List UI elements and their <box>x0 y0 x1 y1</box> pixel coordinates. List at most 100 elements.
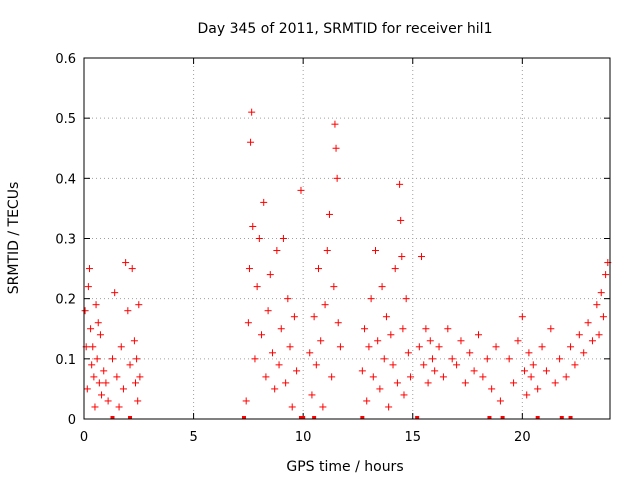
data-point <box>538 343 546 351</box>
data-point <box>325 210 333 218</box>
data-point <box>134 397 142 405</box>
data-point <box>336 343 344 351</box>
data-point <box>369 373 377 381</box>
data-point <box>95 379 103 387</box>
data-point <box>113 373 121 381</box>
data-point <box>244 319 252 327</box>
y-tick-label: 0.1 <box>55 353 76 368</box>
y-tick-label: 0.2 <box>55 293 76 308</box>
data-point <box>457 337 465 345</box>
data-point <box>334 319 342 327</box>
x-tick-label: 15 <box>404 430 421 445</box>
data-point <box>534 385 542 393</box>
data-point <box>510 379 518 387</box>
data-point <box>391 265 399 273</box>
data-point <box>382 313 390 321</box>
data-point <box>588 337 596 345</box>
data-point <box>475 331 482 339</box>
data-point <box>117 343 125 351</box>
data-point <box>399 325 407 333</box>
data-point <box>514 337 522 345</box>
data-point <box>397 216 405 224</box>
data-point <box>380 355 388 363</box>
data-point <box>90 373 98 381</box>
data-point <box>122 259 130 267</box>
data-point <box>290 313 298 321</box>
data-point <box>435 343 443 351</box>
data-point <box>83 385 91 393</box>
data-point <box>93 355 101 363</box>
data-point <box>264 307 272 315</box>
zero-marker <box>110 416 115 419</box>
data-point <box>488 385 496 393</box>
data-point <box>92 301 100 309</box>
data-point <box>547 325 555 333</box>
data-point <box>135 301 143 309</box>
data-point <box>310 313 318 321</box>
zero-marker <box>312 416 317 419</box>
data-point <box>271 385 279 393</box>
zero-marker <box>301 416 306 419</box>
zero-marker <box>298 416 303 419</box>
data-point <box>525 349 533 357</box>
data-point <box>312 361 320 369</box>
data-point <box>104 397 112 405</box>
data-point <box>439 373 447 381</box>
zero-marker <box>415 416 420 419</box>
plot-frame <box>83 57 611 420</box>
x-tick-label: 0 <box>80 430 88 445</box>
data-point <box>385 403 393 411</box>
x-tick-label: 5 <box>189 430 197 445</box>
data-point <box>279 235 287 242</box>
data-point <box>87 325 95 333</box>
data-point <box>496 397 504 405</box>
data-point <box>402 295 410 303</box>
data-point <box>111 289 119 297</box>
data-point <box>108 355 116 363</box>
data-point <box>575 331 583 339</box>
data-point <box>444 325 452 333</box>
data-point <box>268 349 276 357</box>
data-point <box>461 379 469 387</box>
data-point <box>133 355 141 363</box>
data-point <box>84 283 92 291</box>
data-point <box>288 403 296 411</box>
data-point <box>308 391 316 399</box>
gridlines <box>84 58 610 419</box>
data-point <box>85 265 93 273</box>
data-point <box>597 289 605 297</box>
data-point <box>251 355 259 363</box>
data-point <box>297 186 305 194</box>
data-point <box>91 403 99 411</box>
data-point <box>453 361 461 369</box>
data-point <box>136 373 144 381</box>
data-point <box>100 367 108 375</box>
x-tick-label: 10 <box>295 430 312 445</box>
zero-marker <box>487 416 492 419</box>
data-point <box>102 379 110 387</box>
y-axis-label: SRMTID / TECUs <box>6 182 22 295</box>
data-point <box>115 403 123 411</box>
data-point <box>253 283 261 291</box>
zero-marker <box>500 416 505 419</box>
data-point <box>361 325 369 333</box>
zero-marker <box>535 416 540 419</box>
axis-ticks: 0 0.1 0.2 0.3 0.4 0.5 0.6 0 5 10 15 20 <box>55 52 610 445</box>
data-point <box>404 349 412 357</box>
data-point <box>96 331 104 339</box>
data-point <box>130 337 138 345</box>
data-point <box>595 331 603 339</box>
data-point <box>518 313 526 321</box>
data-point <box>387 331 395 339</box>
data-point <box>431 367 439 375</box>
data-point <box>418 253 426 261</box>
data-point <box>275 361 283 369</box>
data-point <box>407 373 415 381</box>
data-points <box>81 108 612 419</box>
data-point <box>284 295 292 303</box>
data-point <box>400 391 408 399</box>
data-point <box>358 367 366 375</box>
zero-marker <box>568 416 573 419</box>
data-point <box>242 397 250 405</box>
